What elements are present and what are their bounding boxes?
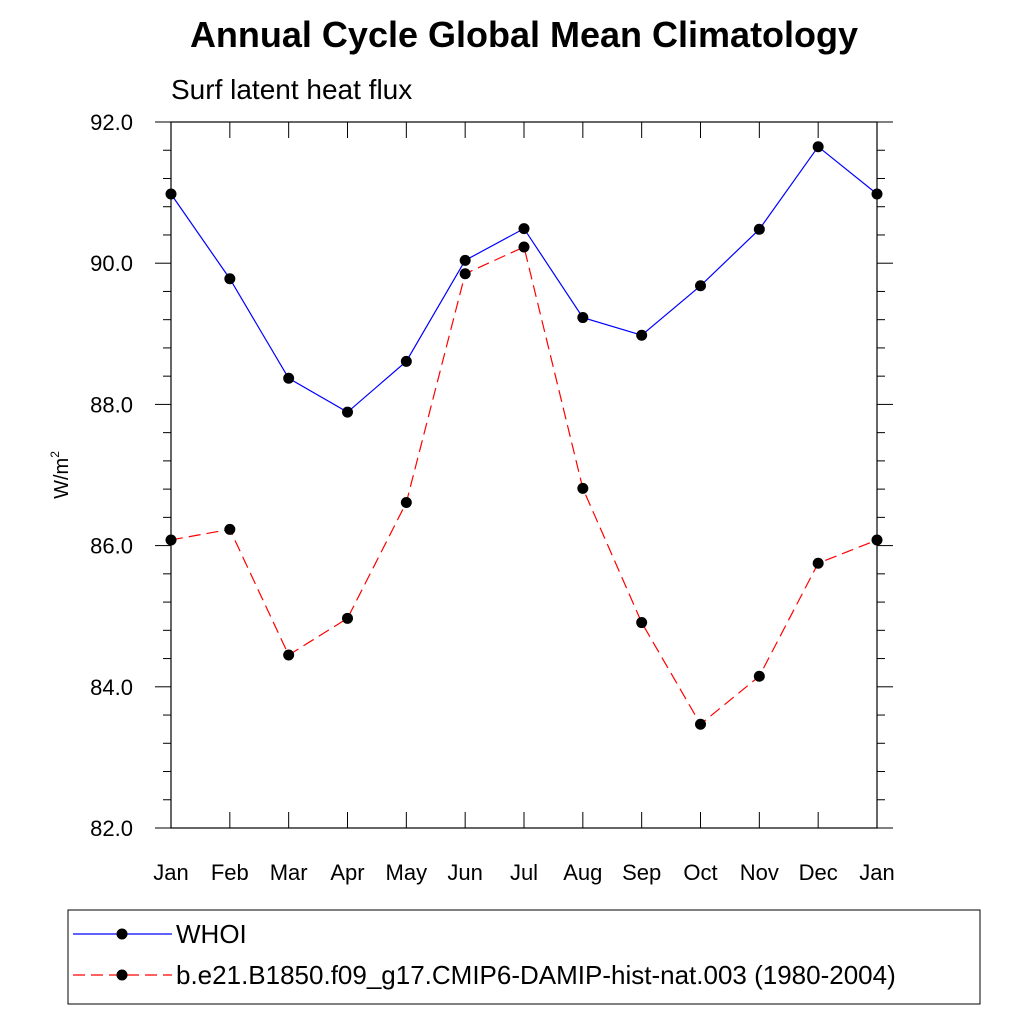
data-point [400, 497, 412, 509]
x-tick-label: Apr [330, 860, 364, 885]
x-tick-label: Sep [622, 860, 661, 885]
x-tick-label: Jan [153, 860, 188, 885]
data-point [224, 273, 236, 285]
x-tick-label: Mar [270, 860, 308, 885]
data-point [518, 241, 530, 253]
series-layer [165, 141, 883, 730]
data-point [871, 534, 883, 546]
data-point [753, 223, 765, 235]
x-tick-label: Jun [447, 860, 482, 885]
y-tick-label: 84.0 [90, 675, 133, 700]
y-axis: 82.0 84.0 86.0 88.0 90.0 92.0 [90, 110, 893, 841]
x-tick-label: Aug [563, 860, 602, 885]
data-point [695, 280, 706, 292]
data-point [459, 268, 471, 280]
data-point [636, 617, 648, 629]
x-tick-label: Jul [510, 860, 538, 885]
y-tick-label: 82.0 [90, 816, 133, 841]
x-axis: Jan Feb Mar Apr May Jun Jul Aug Sep Oct Nov Dec Jan [153, 122, 895, 885]
data-point [518, 223, 530, 235]
series-line-2 [170, 246, 878, 726]
data-point [636, 329, 648, 341]
data-point [224, 523, 236, 535]
legend-label-2: b.e21.B1850.f09_g17.CMIP6-DAMIP-hist-nat… [176, 960, 896, 990]
y-axis-label: W/m2 [48, 451, 73, 499]
legend-marker-2 [116, 969, 128, 981]
chart-subtitle: Surf latent heat flux [171, 74, 412, 105]
data-point [400, 355, 412, 367]
data-point [165, 188, 177, 200]
chart-title: Annual Cycle Global Mean Climatology [190, 14, 858, 55]
y-tick-label: 92.0 [90, 110, 133, 135]
data-point [459, 254, 471, 266]
data-point [871, 188, 883, 200]
data-point [577, 482, 589, 494]
data-point [283, 649, 295, 661]
x-tick-label: Oct [683, 860, 717, 885]
data-point [283, 372, 295, 384]
data-point [812, 141, 824, 153]
x-tick-label: Nov [740, 860, 779, 885]
data-point [753, 670, 765, 682]
y-axis-label-exponent: 2 [48, 451, 62, 458]
y-tick-label: 90.0 [90, 251, 133, 276]
y-tick-label: 88.0 [90, 392, 133, 417]
y-axis-label-unit: W/m [51, 458, 73, 499]
data-point [577, 312, 589, 324]
data-point [812, 557, 824, 569]
data-point [342, 612, 353, 624]
legend-label-1: WHOI [176, 919, 247, 949]
x-tick-label: May [386, 860, 428, 885]
data-point [165, 534, 177, 546]
series-line-1 [170, 145, 878, 413]
legend: WHOI b.e21.B1850.f09_g17.CMIP6-DAMIP-hist… [73, 919, 896, 990]
legend-marker-1 [116, 928, 128, 940]
data-point [342, 406, 353, 418]
x-tick-label: Dec [799, 860, 838, 885]
data-point [695, 718, 706, 730]
y-tick-label: 86.0 [90, 534, 133, 559]
x-tick-label: Jan [859, 860, 894, 885]
x-tick-label: Feb [211, 860, 249, 885]
legend-box [67, 909, 981, 1005]
